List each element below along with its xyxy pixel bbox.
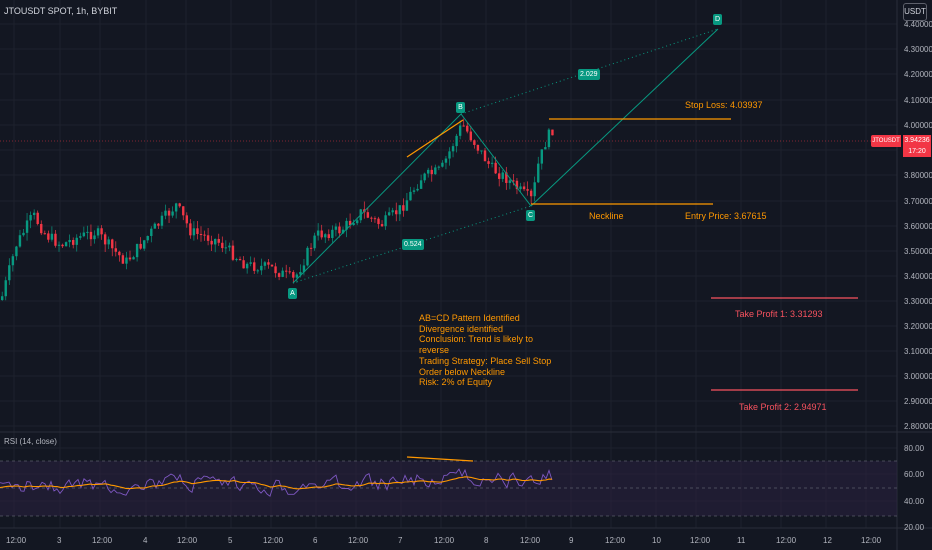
rsi-indicator-title[interactable]: RSI (14, close) — [4, 437, 57, 446]
last-price-badge: 3.94236 — [903, 135, 931, 147]
time-tick: 10 — [652, 536, 661, 545]
price-tick: 3.10000 — [904, 347, 932, 356]
take-profit-2-label: Take Profit 2: 2.94971 — [739, 402, 827, 412]
price-tick: 3.30000 — [904, 297, 932, 306]
time-tick: 12 — [823, 536, 832, 545]
time-tick: 12:00 — [92, 536, 113, 545]
time-tick: 12:00 — [861, 536, 882, 545]
time-tick: 11 — [737, 536, 746, 545]
point-b-label[interactable]: B — [456, 102, 465, 113]
rsi-band — [0, 461, 897, 516]
time-tick: 12:00 — [520, 536, 541, 545]
note-line: Divergence identified — [419, 323, 504, 334]
point-a-label[interactable]: A — [288, 288, 297, 299]
note-line: Trading Strategy: Place Sell Stop — [419, 355, 552, 366]
price-tick: 3.20000 — [904, 322, 932, 331]
point-c-label[interactable]: C — [526, 210, 535, 221]
time-tick: 12:00 — [348, 536, 369, 545]
take-profit-1-label: Take Profit 1: 3.31293 — [735, 309, 823, 319]
cd-ratio-label[interactable]: 2.029 — [578, 69, 600, 80]
time-tick: 12:00 — [263, 536, 284, 545]
rsi-tick: 20.00 — [904, 523, 925, 532]
time-tick: 12:00 — [177, 536, 198, 545]
rsi-divergence-line[interactable] — [406, 456, 474, 462]
price-tick: 3.60000 — [904, 222, 932, 231]
time-tick: 5 — [228, 536, 233, 545]
time-tick: 4 — [143, 536, 148, 545]
time-tick: 6 — [313, 536, 318, 545]
time-tick: 12:00 — [605, 536, 626, 545]
rsi-tick: 60.00 — [904, 470, 925, 479]
price-tick: 3.50000 — [904, 247, 932, 256]
note-line: reverse — [419, 345, 450, 356]
bc-ratio-label[interactable]: 0.524 — [402, 239, 424, 250]
note-line: Conclusion: Trend is likely to — [419, 334, 534, 345]
time-tick: 8 — [484, 536, 489, 545]
price-tick: 3.70000 — [904, 197, 932, 206]
bar-countdown: 17:20 — [903, 147, 931, 157]
symbol-title[interactable]: JTOUSDT SPOT, 1h, BYBIT — [4, 6, 118, 16]
rsi-ma-line — [0, 476, 553, 490]
price-tick: 4.10000 — [904, 96, 932, 105]
time-tick: 3 — [57, 536, 62, 545]
price-tick: 2.80000 — [904, 422, 932, 431]
price-tick: 3.00000 — [904, 372, 932, 381]
price-tick: 4.00000 — [904, 121, 932, 130]
rsi-tick: 40.00 — [904, 497, 925, 506]
price-tick: 4.20000 — [904, 70, 932, 79]
price-tick: 2.90000 — [904, 397, 932, 406]
price-divergence-line[interactable] — [406, 119, 464, 158]
time-tick: 12:00 — [690, 536, 711, 545]
note-line: Risk: 2% of Equity — [419, 377, 493, 388]
candlesticks — [1, 118, 554, 301]
time-tick: 12:00 — [6, 536, 27, 545]
time-tick: 9 — [569, 536, 574, 545]
last-price-symbol-badge: JTOUSDT — [871, 135, 901, 147]
note-line: AB=CD Pattern Identified — [419, 313, 520, 323]
rsi-line — [0, 468, 553, 497]
price-tick: 3.40000 — [904, 272, 932, 281]
analysis-note[interactable]: AB=CD Pattern Identified Divergence iden… — [419, 313, 569, 388]
neckline-label: Neckline — [589, 211, 624, 221]
time-tick: 7 — [398, 536, 403, 545]
price-tick: 3.80000 — [904, 171, 932, 180]
rsi-tick: 80.00 — [904, 444, 925, 453]
price-tick: 4.30000 — [904, 45, 932, 54]
time-tick: 12:00 — [434, 536, 455, 545]
stop-loss-label: Stop Loss: 4.03937 — [685, 100, 763, 110]
note-line: Order below Neckline — [419, 366, 506, 377]
abcd-legs — [292, 28, 719, 284]
entry-price-label: Entry Price: 3.67615 — [685, 211, 767, 221]
abcd-pattern[interactable] — [292, 28, 719, 284]
currency-button[interactable]: USDT — [903, 3, 927, 21]
point-d-label[interactable]: D — [713, 14, 722, 25]
price-tick: 4.40000 — [904, 20, 932, 29]
time-tick: 12:00 — [776, 536, 797, 545]
ac-dotted-line — [292, 205, 532, 284]
